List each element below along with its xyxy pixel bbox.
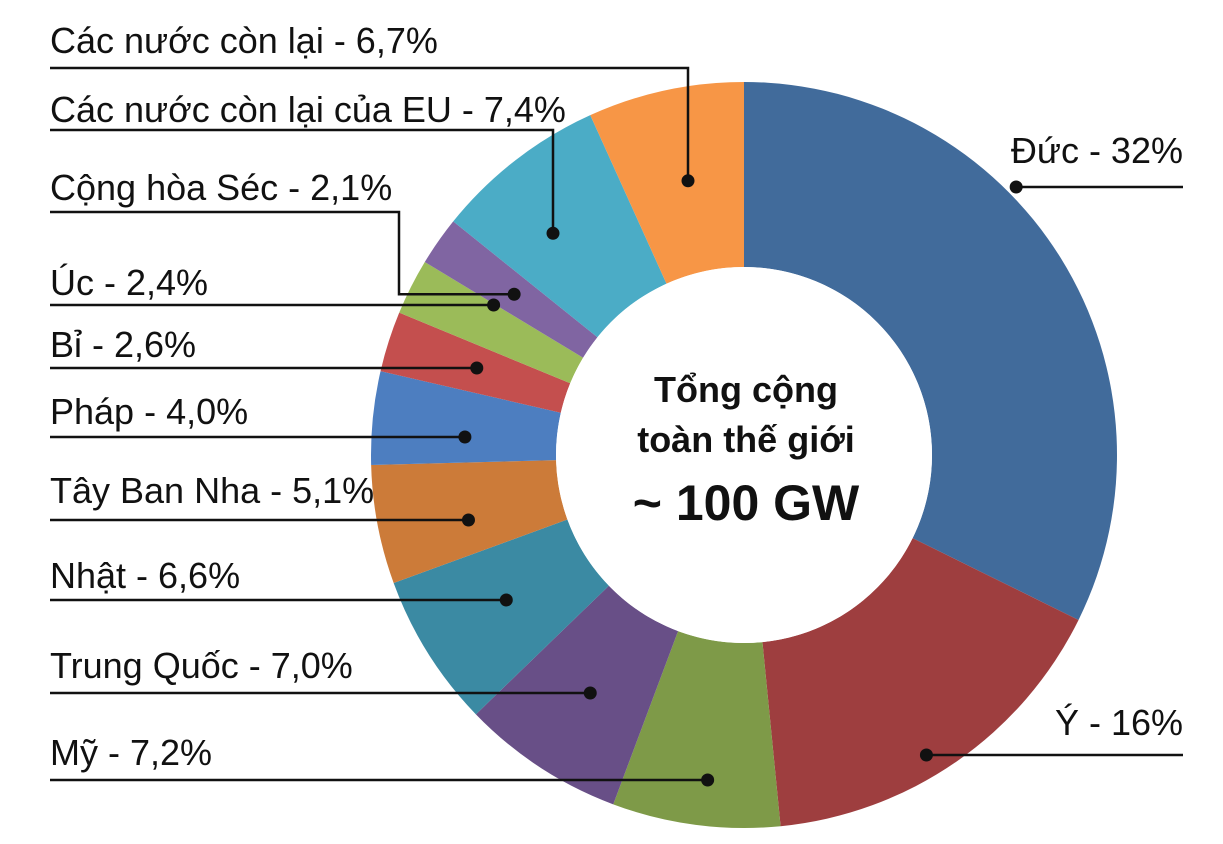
slice-label-y: Ý - 16%	[1055, 702, 1183, 743]
leader-dot-duc	[1009, 180, 1023, 194]
leader-dot-nhat	[499, 593, 513, 607]
leader-line-cac-nuoc-con-lai	[50, 66, 690, 181]
leader-dot-tay-ban-nha	[461, 513, 475, 527]
leader-dot-cac-nuoc-con-lai	[681, 174, 695, 188]
slice-label-cac-nuoc-con-lai: Các nước còn lại - 6,7%	[50, 20, 438, 61]
leader-dot-cong-hoa-sec	[507, 287, 521, 301]
slice-label-trung-quoc: Trung Quốc - 7,0%	[50, 645, 353, 686]
slice-label-my: Mỹ - 7,2%	[50, 732, 212, 773]
slice-y	[762, 538, 1079, 827]
slice-label-bi: Bỉ - 2,6%	[50, 324, 196, 365]
labels-group: Đức - 32% Ý - 16% Mỹ - 7,2% Trung Quốc - 7,…	[50, 20, 1183, 773]
slice-phap	[371, 371, 561, 466]
slice-cac-nuoc-con-lai-cua-eu	[453, 115, 667, 338]
slice-duc	[744, 82, 1117, 620]
donut-hole	[556, 267, 932, 643]
slice-label-cong-hoa-sec: Cộng hòa Séc - 2,1%	[50, 167, 392, 208]
leader-dot-my	[701, 773, 715, 787]
leader-line-cac-nuoc-con-lai-cua-eu	[50, 128, 555, 234]
slice-nhat	[393, 519, 609, 715]
slice-cac-nuoc-con-lai	[590, 82, 744, 284]
slice-trung-quoc	[475, 585, 679, 805]
center-label-total: ~ 100 GW	[633, 475, 860, 531]
leader-dot-trung-quoc	[583, 686, 597, 700]
slice-label-phap: Pháp - 4,0%	[50, 391, 248, 432]
leader-dot-phap	[458, 430, 472, 444]
leader-line-cong-hoa-sec	[50, 210, 515, 296]
slice-label-tay-ban-nha: Tây Ban Nha - 5,1%	[50, 470, 374, 511]
leader-lines-group	[50, 66, 1183, 787]
leader-dot-cac-nuoc-con-lai-cua-eu	[546, 226, 560, 240]
slice-label-cac-nuoc-con-lai-cua-eu: Các nước còn lại của EU - 7,4%	[50, 89, 566, 130]
slice-label-uc: Úc - 2,4%	[50, 262, 208, 303]
slice-uc	[399, 262, 584, 384]
leader-dot-bi	[470, 361, 484, 375]
leader-dot-y	[919, 748, 933, 762]
leader-dot-uc	[487, 298, 501, 312]
center-label-line2: toàn thế giới	[637, 419, 855, 460]
slice-label-duc: Đức - 32%	[1011, 130, 1183, 171]
slice-label-nhat: Nhật - 6,6%	[50, 555, 240, 596]
center-label-line1: Tổng cộng	[654, 369, 838, 410]
